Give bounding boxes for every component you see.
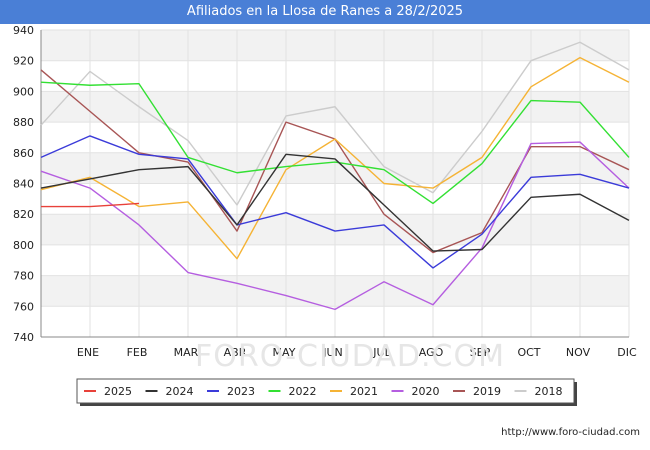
y-tick-label: 820 [13, 208, 34, 221]
source-url[interactable]: http://www.foro-ciudad.com [501, 427, 640, 438]
legend-label-2025: 2025 [104, 385, 132, 398]
x-tick-label: MAY [273, 346, 296, 359]
series-line-2024 [40, 153, 630, 252]
y-tick-label: 880 [13, 116, 34, 129]
y-tick-label: 940 [13, 24, 34, 37]
series-line-2022 [40, 81, 630, 205]
y-tick-label: 920 [13, 55, 34, 68]
series-line-2025 [41, 202, 140, 208]
x-tick-label: JUL [372, 346, 391, 359]
legend-label-2018: 2018 [535, 385, 563, 398]
y-tick-label: 860 [13, 147, 34, 160]
legend-label-2020: 2020 [412, 385, 440, 398]
y-tick-label: 780 [13, 270, 34, 283]
legend-label-2019: 2019 [473, 385, 501, 398]
y-tick-label: 760 [13, 300, 34, 313]
series-line-2021 [40, 56, 630, 260]
x-tick-label: JUN [322, 346, 343, 359]
series-line-2023 [40, 135, 630, 269]
legend-label-2022: 2022 [289, 385, 317, 398]
series-line-2018 [40, 41, 630, 206]
legend-label-2024: 2024 [166, 385, 194, 398]
x-tick-label: AGO [419, 346, 444, 359]
legend [76, 378, 575, 404]
y-tick-label: 840 [13, 178, 34, 191]
y-tick-label: 740 [13, 331, 34, 344]
series-line-2020 [40, 141, 630, 311]
y-tick-label: 800 [13, 239, 34, 252]
x-tick-label: MAR [174, 346, 199, 359]
legend-label-2021: 2021 [350, 385, 378, 398]
y-tick-label: 900 [13, 85, 34, 98]
x-tick-label: SEP [470, 346, 491, 359]
x-tick-label: DIC [617, 346, 637, 359]
x-tick-label: ENE [77, 346, 99, 359]
x-tick-label: OCT [517, 346, 540, 359]
legend-label-2023: 2023 [227, 385, 255, 398]
watermark: FORO-CIUDAD.COM [195, 339, 505, 374]
x-tick-label: FEB [127, 346, 148, 359]
chart-title: Afiliados en la Llosa de Ranes a 28/2/20… [0, 0, 650, 24]
x-tick-label: ABR [224, 346, 247, 359]
x-tick-label: NOV [566, 346, 591, 359]
